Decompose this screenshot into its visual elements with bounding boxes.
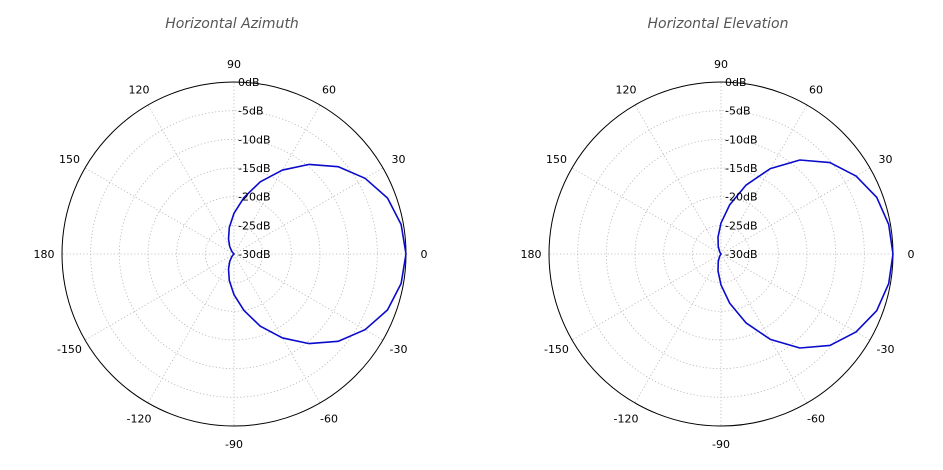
elevation-angle-label: 90 (714, 58, 728, 71)
elevation-angle-label: -90 (712, 438, 730, 451)
elevation-angle-label: -60 (807, 413, 825, 426)
elevation-grid-spoke (720, 167, 871, 255)
elevation-angle-label: -120 (614, 413, 639, 426)
azimuth-db-label: -25dB (238, 219, 271, 232)
elevation-grid-ring (663, 196, 779, 312)
elevation-grid-spoke (720, 104, 808, 255)
azimuth-db-label: -15dB (238, 162, 271, 175)
elevation-grid-spoke (571, 253, 722, 341)
elevation-pattern-line (717, 159, 894, 349)
elevation-chart-title: Horizontal Elevation (648, 16, 789, 32)
azimuth-angle-label: -150 (57, 343, 82, 356)
azimuth-db-label: 0dB (238, 76, 260, 89)
azimuth-db-label: -20dB (238, 191, 271, 204)
elevation-db-label: -15dB (725, 162, 758, 175)
elevation-angle-label: -30 (877, 343, 895, 356)
azimuth-grid-spoke (84, 167, 235, 255)
elevation-grid-spoke (571, 167, 722, 255)
azimuth-grid-spoke (233, 167, 384, 255)
elevation-angle-label: 120 (616, 83, 637, 96)
elevation-grid-spoke (720, 253, 808, 404)
azimuth-grid-ring (204, 224, 264, 284)
elevation-angle-label: 30 (879, 153, 893, 166)
azimuth-angle-label: -120 (127, 413, 152, 426)
azimuth-angle-label: 60 (322, 83, 336, 96)
azimuth-angle-label: -60 (320, 413, 338, 426)
azimuth-angle-label: 30 (392, 153, 406, 166)
azimuth-grid-spoke (147, 253, 235, 404)
elevation-angle-label: 60 (809, 83, 823, 96)
azimuth-db-label: -30dB (238, 248, 271, 261)
azimuth-db-label: -5dB (238, 105, 264, 118)
azimuth-angle-label: 90 (227, 58, 241, 71)
azimuth-angle-label: 0 (421, 248, 428, 261)
azimuth-chart-title: Horizontal Azimuth (165, 16, 299, 32)
azimuth-grid-spoke (84, 253, 235, 341)
azimuth-grid-ring (176, 196, 292, 312)
azimuth-angle-label: -90 (225, 438, 243, 451)
elevation-grid-ring (605, 138, 837, 370)
elevation-db-label: -30dB (725, 248, 758, 261)
elevation-grid-spoke (720, 253, 871, 341)
elevation-db-label: -25dB (725, 219, 758, 232)
elevation-db-label: -20dB (725, 191, 758, 204)
azimuth-grid-ring (118, 138, 350, 370)
azimuth-grid-spoke (233, 104, 321, 255)
elevation-db-label: -10dB (725, 133, 758, 146)
azimuth-angle-label: 180 (34, 248, 55, 261)
elevation-angle-label: 0 (908, 248, 915, 261)
elevation-grid-spoke (634, 104, 722, 255)
azimuth-polar-chart: Horizontal Azimuth 0 30 60 90 120 150 180 -150 -… (34, 16, 428, 451)
elevation-grid-spoke (634, 253, 722, 404)
azimuth-pattern-line (227, 163, 407, 345)
elevation-db-label: -5dB (725, 105, 751, 118)
azimuth-db-label: -10dB (238, 133, 271, 146)
azimuth-angle-label: -30 (390, 343, 408, 356)
azimuth-angle-label: 120 (129, 83, 150, 96)
azimuth-grid-spoke (147, 104, 235, 255)
azimuth-angle-label: 150 (59, 153, 80, 166)
elevation-angle-label: -150 (544, 343, 569, 356)
azimuth-grid-spoke (233, 253, 321, 404)
elevation-polar-chart: Horizontal Elevation 0 30 60 90 120 150 180 -15… (521, 16, 915, 451)
azimuth-grid-spoke (233, 253, 384, 341)
elevation-angle-label: 150 (546, 153, 567, 166)
elevation-angle-label: 180 (521, 248, 542, 261)
elevation-db-label: 0dB (725, 76, 747, 89)
